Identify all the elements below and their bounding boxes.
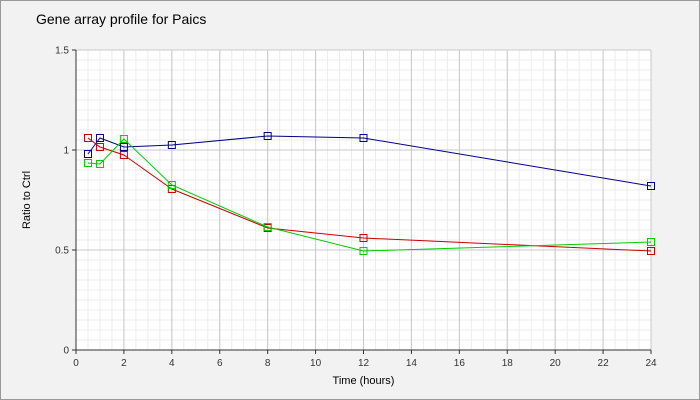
series-3 xyxy=(83,135,655,255)
data-point xyxy=(167,141,176,149)
data-point xyxy=(119,135,128,143)
x-tick-label: 10 xyxy=(310,358,322,369)
y-axis-label: Ratio to Ctrl xyxy=(21,171,33,229)
data-point xyxy=(359,234,368,242)
series-line xyxy=(87,135,652,187)
y-tick-label: 1.5 xyxy=(55,46,69,57)
data-point xyxy=(647,182,655,190)
data-point xyxy=(83,134,92,142)
series-1 xyxy=(83,132,655,190)
x-tick-label: 24 xyxy=(645,358,657,369)
x-tick-label: 16 xyxy=(454,358,466,369)
x-tick-label: 2 xyxy=(121,358,127,369)
data-point xyxy=(95,160,104,168)
x-tick-label: 14 xyxy=(406,358,418,369)
data-point xyxy=(119,151,128,159)
data-point xyxy=(647,247,655,255)
x-tick-label: 12 xyxy=(358,358,370,369)
x-tick-label: 22 xyxy=(598,358,610,369)
x-tick-label: 0 xyxy=(73,358,79,369)
data-point xyxy=(95,143,104,151)
y-tick-label: 1 xyxy=(63,146,69,157)
data-point xyxy=(83,159,92,167)
x-tick-label: 18 xyxy=(502,358,514,369)
data-point xyxy=(647,238,655,246)
data-point xyxy=(119,143,128,151)
data-point xyxy=(95,134,104,142)
series-line xyxy=(87,138,652,252)
data-point xyxy=(167,181,176,189)
data-point xyxy=(83,150,92,158)
data-point xyxy=(359,247,368,255)
chart-title: Gene array profile for Paics xyxy=(36,11,207,27)
data-point xyxy=(263,132,272,140)
x-tick-label: 6 xyxy=(217,358,223,369)
x-tick-label: 20 xyxy=(550,358,562,369)
data-point xyxy=(359,134,368,142)
x-axis-ticks: 0 2 4 6 8 10 12 14 16 18 20 22 24 xyxy=(73,350,657,369)
y-tick-label: 0 xyxy=(63,346,69,357)
data-point xyxy=(263,223,272,231)
y-axis-ticks: 0 0.5 1 1.5 xyxy=(55,46,76,357)
x-tick-label: 4 xyxy=(169,358,175,369)
series-layer xyxy=(83,132,655,255)
x-axis-label: Time (hours) xyxy=(333,375,395,387)
y-tick-label: 0.5 xyxy=(55,246,69,257)
x-tick-label: 8 xyxy=(265,358,271,369)
